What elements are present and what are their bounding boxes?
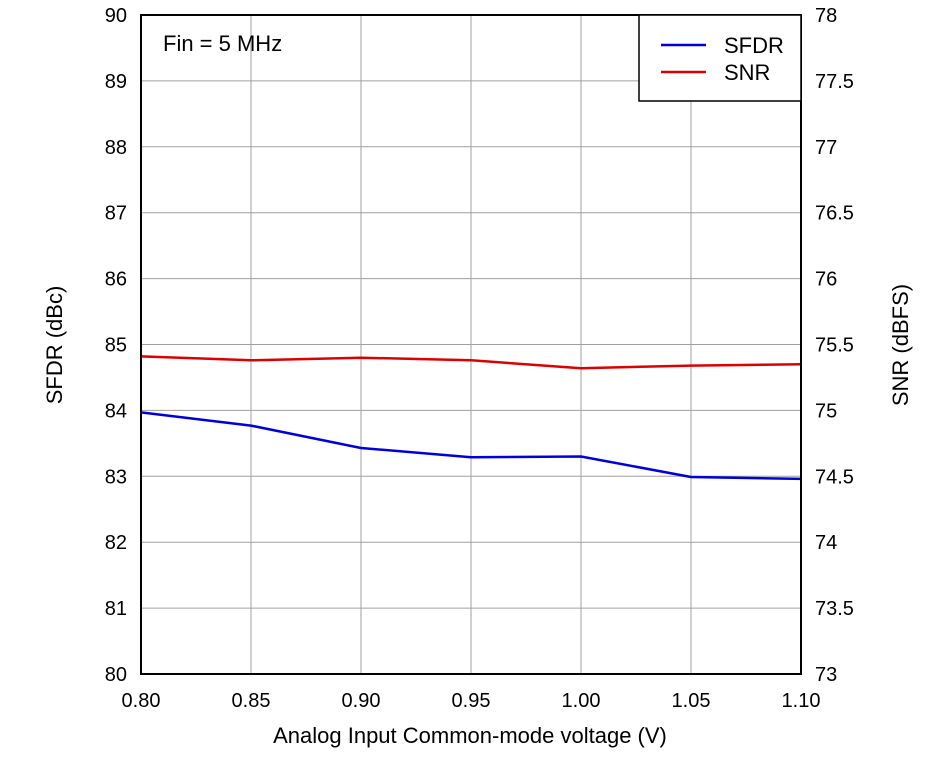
x-tick-label: 0.80 xyxy=(122,690,161,712)
annotation-fin: Fin = 5 MHz xyxy=(163,31,282,56)
series-line-sfdr xyxy=(140,411,802,481)
y-right-tick-label: 76.5 xyxy=(815,203,854,225)
y-left-tick-label: 83 xyxy=(105,466,127,488)
y-right-tick-label: 74 xyxy=(815,532,837,554)
y-left-tick-label: 85 xyxy=(105,335,127,357)
y-left-tick-label: 82 xyxy=(105,532,127,554)
x-tick-label: 1.05 xyxy=(672,690,711,712)
x-tick-label: 1.10 xyxy=(782,690,821,712)
y-right-tick-label: 74.5 xyxy=(815,466,854,488)
y-left-tick-label: 88 xyxy=(105,137,127,159)
legend-label-sfdr: SFDR xyxy=(724,33,784,58)
legend-label-snr: SNR xyxy=(724,60,770,85)
y-right-tick-label: 73 xyxy=(815,664,837,686)
x-tick-label: 0.95 xyxy=(452,690,491,712)
legend: SFDR SNR xyxy=(638,14,802,102)
y-left-tick-label: 87 xyxy=(105,203,127,225)
x-tick-label: 0.85 xyxy=(232,690,271,712)
x-tick-labels: 0.80 0.85 0.90 0.95 1.00 1.05 1.10 xyxy=(122,690,821,712)
y-left-tick-label: 90 xyxy=(105,5,127,27)
series-line-snr xyxy=(140,355,802,370)
series-layer xyxy=(140,355,802,481)
plot-frame xyxy=(140,14,802,675)
y-right-tick-label: 75 xyxy=(815,400,837,422)
y-left-tick-label: 84 xyxy=(105,400,127,422)
y-right-tick-label: 76 xyxy=(815,269,837,291)
grid xyxy=(140,14,802,675)
y-right-tick-label: 77 xyxy=(815,137,837,159)
x-tick-label: 0.90 xyxy=(342,690,381,712)
y-left-tick-label: 89 xyxy=(105,71,127,93)
y-right-axis-title: SNR (dBFS) xyxy=(888,284,913,406)
x-axis-title: Analog Input Common-mode voltage (V) xyxy=(273,723,667,748)
x-tick-label: 1.00 xyxy=(562,690,601,712)
y-right-tick-labels: 73 73.5 74 74.5 75 75.5 76 76.5 77 77.5 78 xyxy=(815,5,854,686)
y-left-tick-label: 80 xyxy=(105,664,127,686)
y-right-tick-label: 75.5 xyxy=(815,335,854,357)
y-right-tick-label: 78 xyxy=(815,5,837,27)
y-left-axis-title: SFDR (dBc) xyxy=(42,286,67,405)
y-right-tick-label: 77.5 xyxy=(815,71,854,93)
y-right-tick-label: 73.5 xyxy=(815,598,854,620)
y-left-tick-label: 86 xyxy=(105,269,127,291)
y-left-tick-labels: 80 81 82 83 84 85 86 87 88 89 90 xyxy=(105,5,127,686)
y-left-tick-label: 81 xyxy=(105,598,127,620)
legend-box xyxy=(638,14,802,102)
